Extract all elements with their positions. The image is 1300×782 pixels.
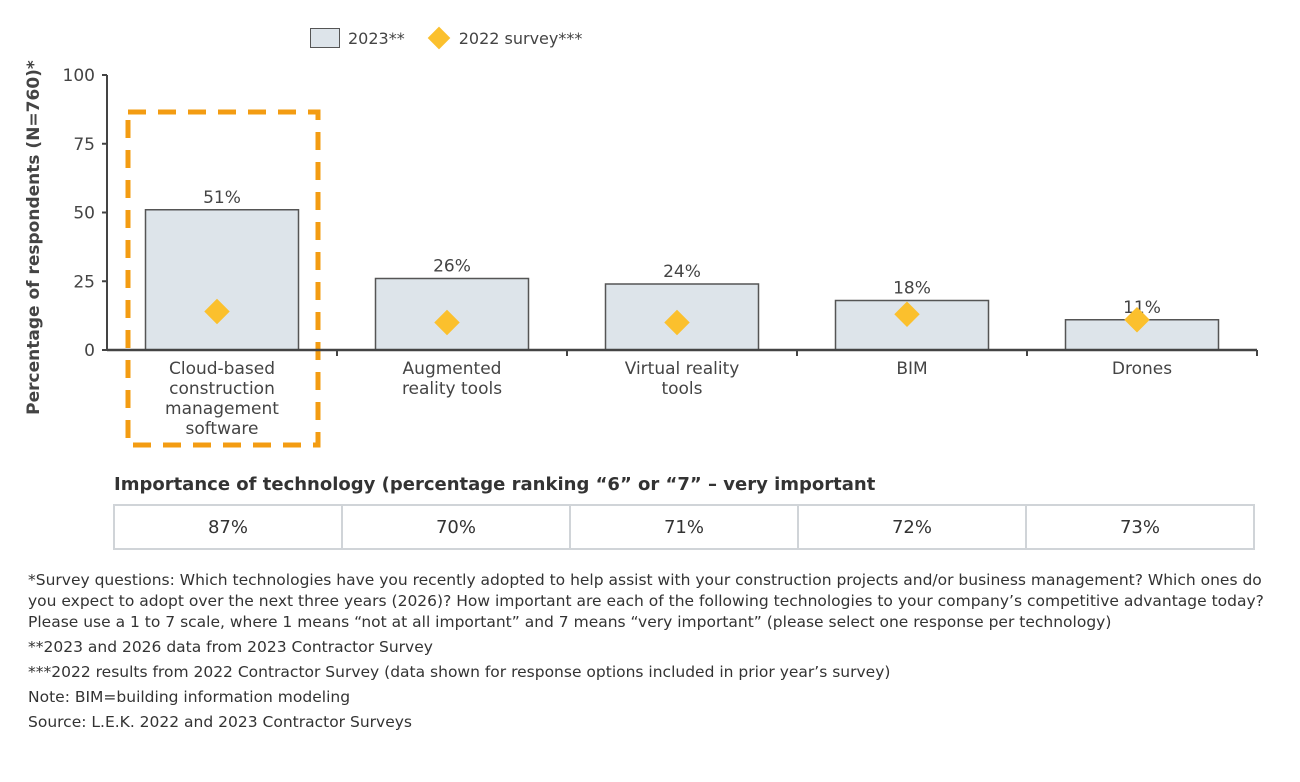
legend-diamond-2022	[427, 26, 451, 50]
y-tick-label: 25	[73, 272, 95, 292]
bar-chart: 0 25 50 75 100 Percentage of respondents (N=7…	[24, 60, 1258, 448]
legend-label-2022: 2022 survey***	[458, 28, 583, 48]
y-tick-label: 75	[73, 135, 95, 155]
x-tick-label: BIM	[896, 359, 927, 379]
footnote: *Survey questions: Which technologies ha…	[28, 571, 1264, 631]
x-tick-label: tools	[661, 379, 702, 399]
highlight-box	[125, 109, 321, 448]
x-tick-label: Cloud-based	[169, 359, 275, 379]
x-tick-label: software	[185, 419, 258, 439]
importance-cell: 72%	[799, 506, 1027, 548]
diamond-marker	[894, 301, 920, 327]
diamond-marker	[434, 309, 460, 336]
footnote: ***2022 results from 2022 Contractor Sur…	[28, 663, 891, 681]
importance-table: 87% 70% 71% 72% 73%	[113, 504, 1255, 550]
bar	[604, 283, 760, 351]
x-tick-label: reality tools	[402, 379, 502, 399]
importance-cell: 87%	[115, 506, 343, 548]
importance-title: Importance of technology (percentage ran…	[114, 474, 876, 495]
x-tick-label: management	[165, 399, 279, 419]
legend: 2023** 2022 survey***	[310, 26, 583, 50]
y-tick-label: 50	[73, 204, 95, 224]
x-tick-label: Augmented	[403, 359, 502, 379]
y-axis-label: Percentage of respondents (N=760)*	[24, 60, 44, 415]
bar-value-label: 24%	[663, 262, 701, 282]
legend-label-2023: 2023**	[348, 28, 405, 48]
bar-value-label: 51%	[203, 188, 241, 208]
bar	[144, 209, 300, 351]
y-tick-label: 0	[84, 341, 95, 361]
importance-cell: 70%	[343, 506, 571, 548]
footnote: Note: BIM=building information modeling	[28, 688, 351, 706]
diamond-marker	[664, 309, 690, 336]
y-tick-label: 100	[63, 66, 95, 86]
footnote: **2023 and 2026 data from 2023 Contracto…	[28, 638, 433, 656]
diamond-marker	[204, 298, 230, 325]
bar	[374, 277, 530, 351]
importance-cell: 71%	[571, 506, 799, 548]
bar-value-label: 18%	[893, 279, 931, 299]
x-tick-label: Drones	[1112, 359, 1172, 379]
bar-value-label: 26%	[433, 257, 471, 277]
importance-cell: 73%	[1119, 516, 1160, 538]
x-tick-label: construction	[169, 379, 275, 399]
footnote: Source: L.E.K. 2022 and 2023 Contractor …	[28, 713, 412, 731]
x-tick-label: Virtual reality	[625, 359, 740, 379]
legend-swatch-2023	[310, 28, 340, 48]
footnotes: *Survey questions: Which technologies ha…	[28, 570, 1278, 737]
